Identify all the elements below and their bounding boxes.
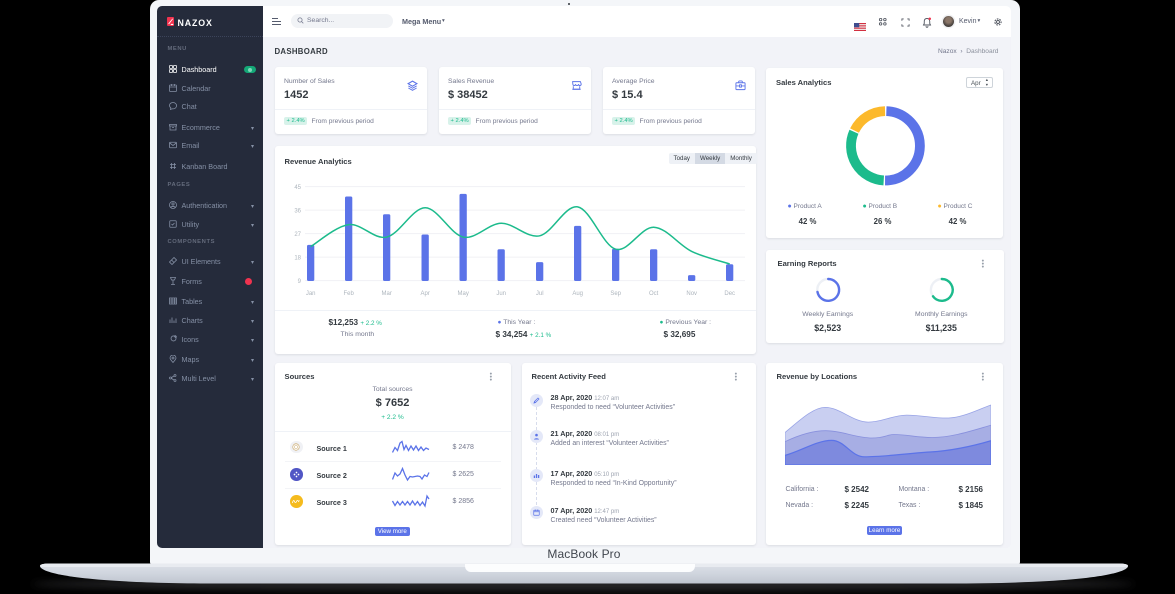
svg-text:Nov: Nov: [686, 291, 697, 297]
svg-text:Sep: Sep: [610, 291, 621, 297]
svg-text:Dec: Dec: [724, 291, 735, 297]
svg-text:Jun: Jun: [496, 291, 506, 297]
svg-text:45: 45: [294, 185, 301, 191]
svg-text:18: 18: [294, 255, 301, 261]
svg-text:Aug: Aug: [572, 291, 583, 297]
svg-text:Jan: Jan: [305, 291, 315, 297]
svg-text:27: 27: [294, 232, 301, 238]
svg-text:Feb: Feb: [343, 291, 354, 297]
svg-text:Jul: Jul: [535, 291, 543, 297]
svg-text:Oct: Oct: [649, 291, 659, 297]
svg-text:May: May: [457, 291, 468, 297]
svg-text:Mar: Mar: [381, 291, 391, 297]
svg-text:Apr: Apr: [420, 291, 429, 297]
svg-text:36: 36: [294, 208, 301, 214]
svg-text:9: 9: [297, 279, 301, 285]
